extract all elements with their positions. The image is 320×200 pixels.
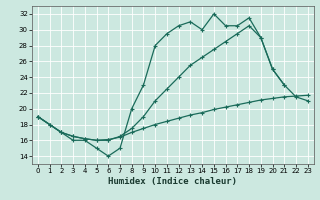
X-axis label: Humidex (Indice chaleur): Humidex (Indice chaleur) xyxy=(108,177,237,186)
